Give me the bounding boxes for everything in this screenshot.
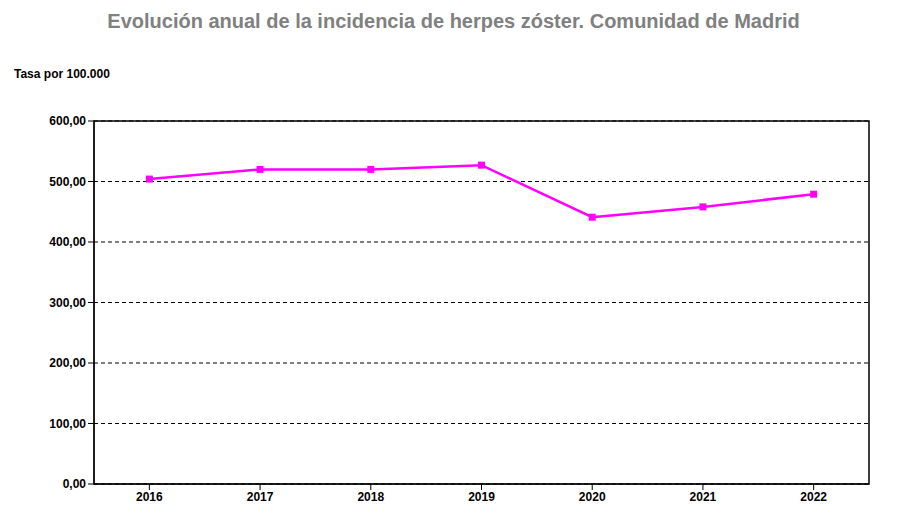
svg-text:2022: 2022 <box>800 490 827 504</box>
svg-text:600,00: 600,00 <box>49 114 86 128</box>
svg-text:2018: 2018 <box>357 490 384 504</box>
html-text:Evolución anual de la incidenc: Evolución anual de la incidencia de herp… <box>107 10 800 32</box>
svg-text:200,00: 200,00 <box>49 356 86 370</box>
svg-text:500,00: 500,00 <box>49 175 86 189</box>
svg-text:2016: 2016 <box>136 490 163 504</box>
svg-text:100,00: 100,00 <box>49 417 86 431</box>
svg-text:300,00: 300,00 <box>49 296 86 310</box>
svg-text:2020: 2020 <box>579 490 606 504</box>
html-text:Tasa por 100.000: Tasa por 100.000 <box>14 67 110 81</box>
svg-text:400,00: 400,00 <box>49 235 86 249</box>
svg-text:2021: 2021 <box>690 490 717 504</box>
svg-text:0,00: 0,00 <box>63 477 87 491</box>
svg-text:2019: 2019 <box>468 490 495 504</box>
svg-text:2017: 2017 <box>247 490 274 504</box>
